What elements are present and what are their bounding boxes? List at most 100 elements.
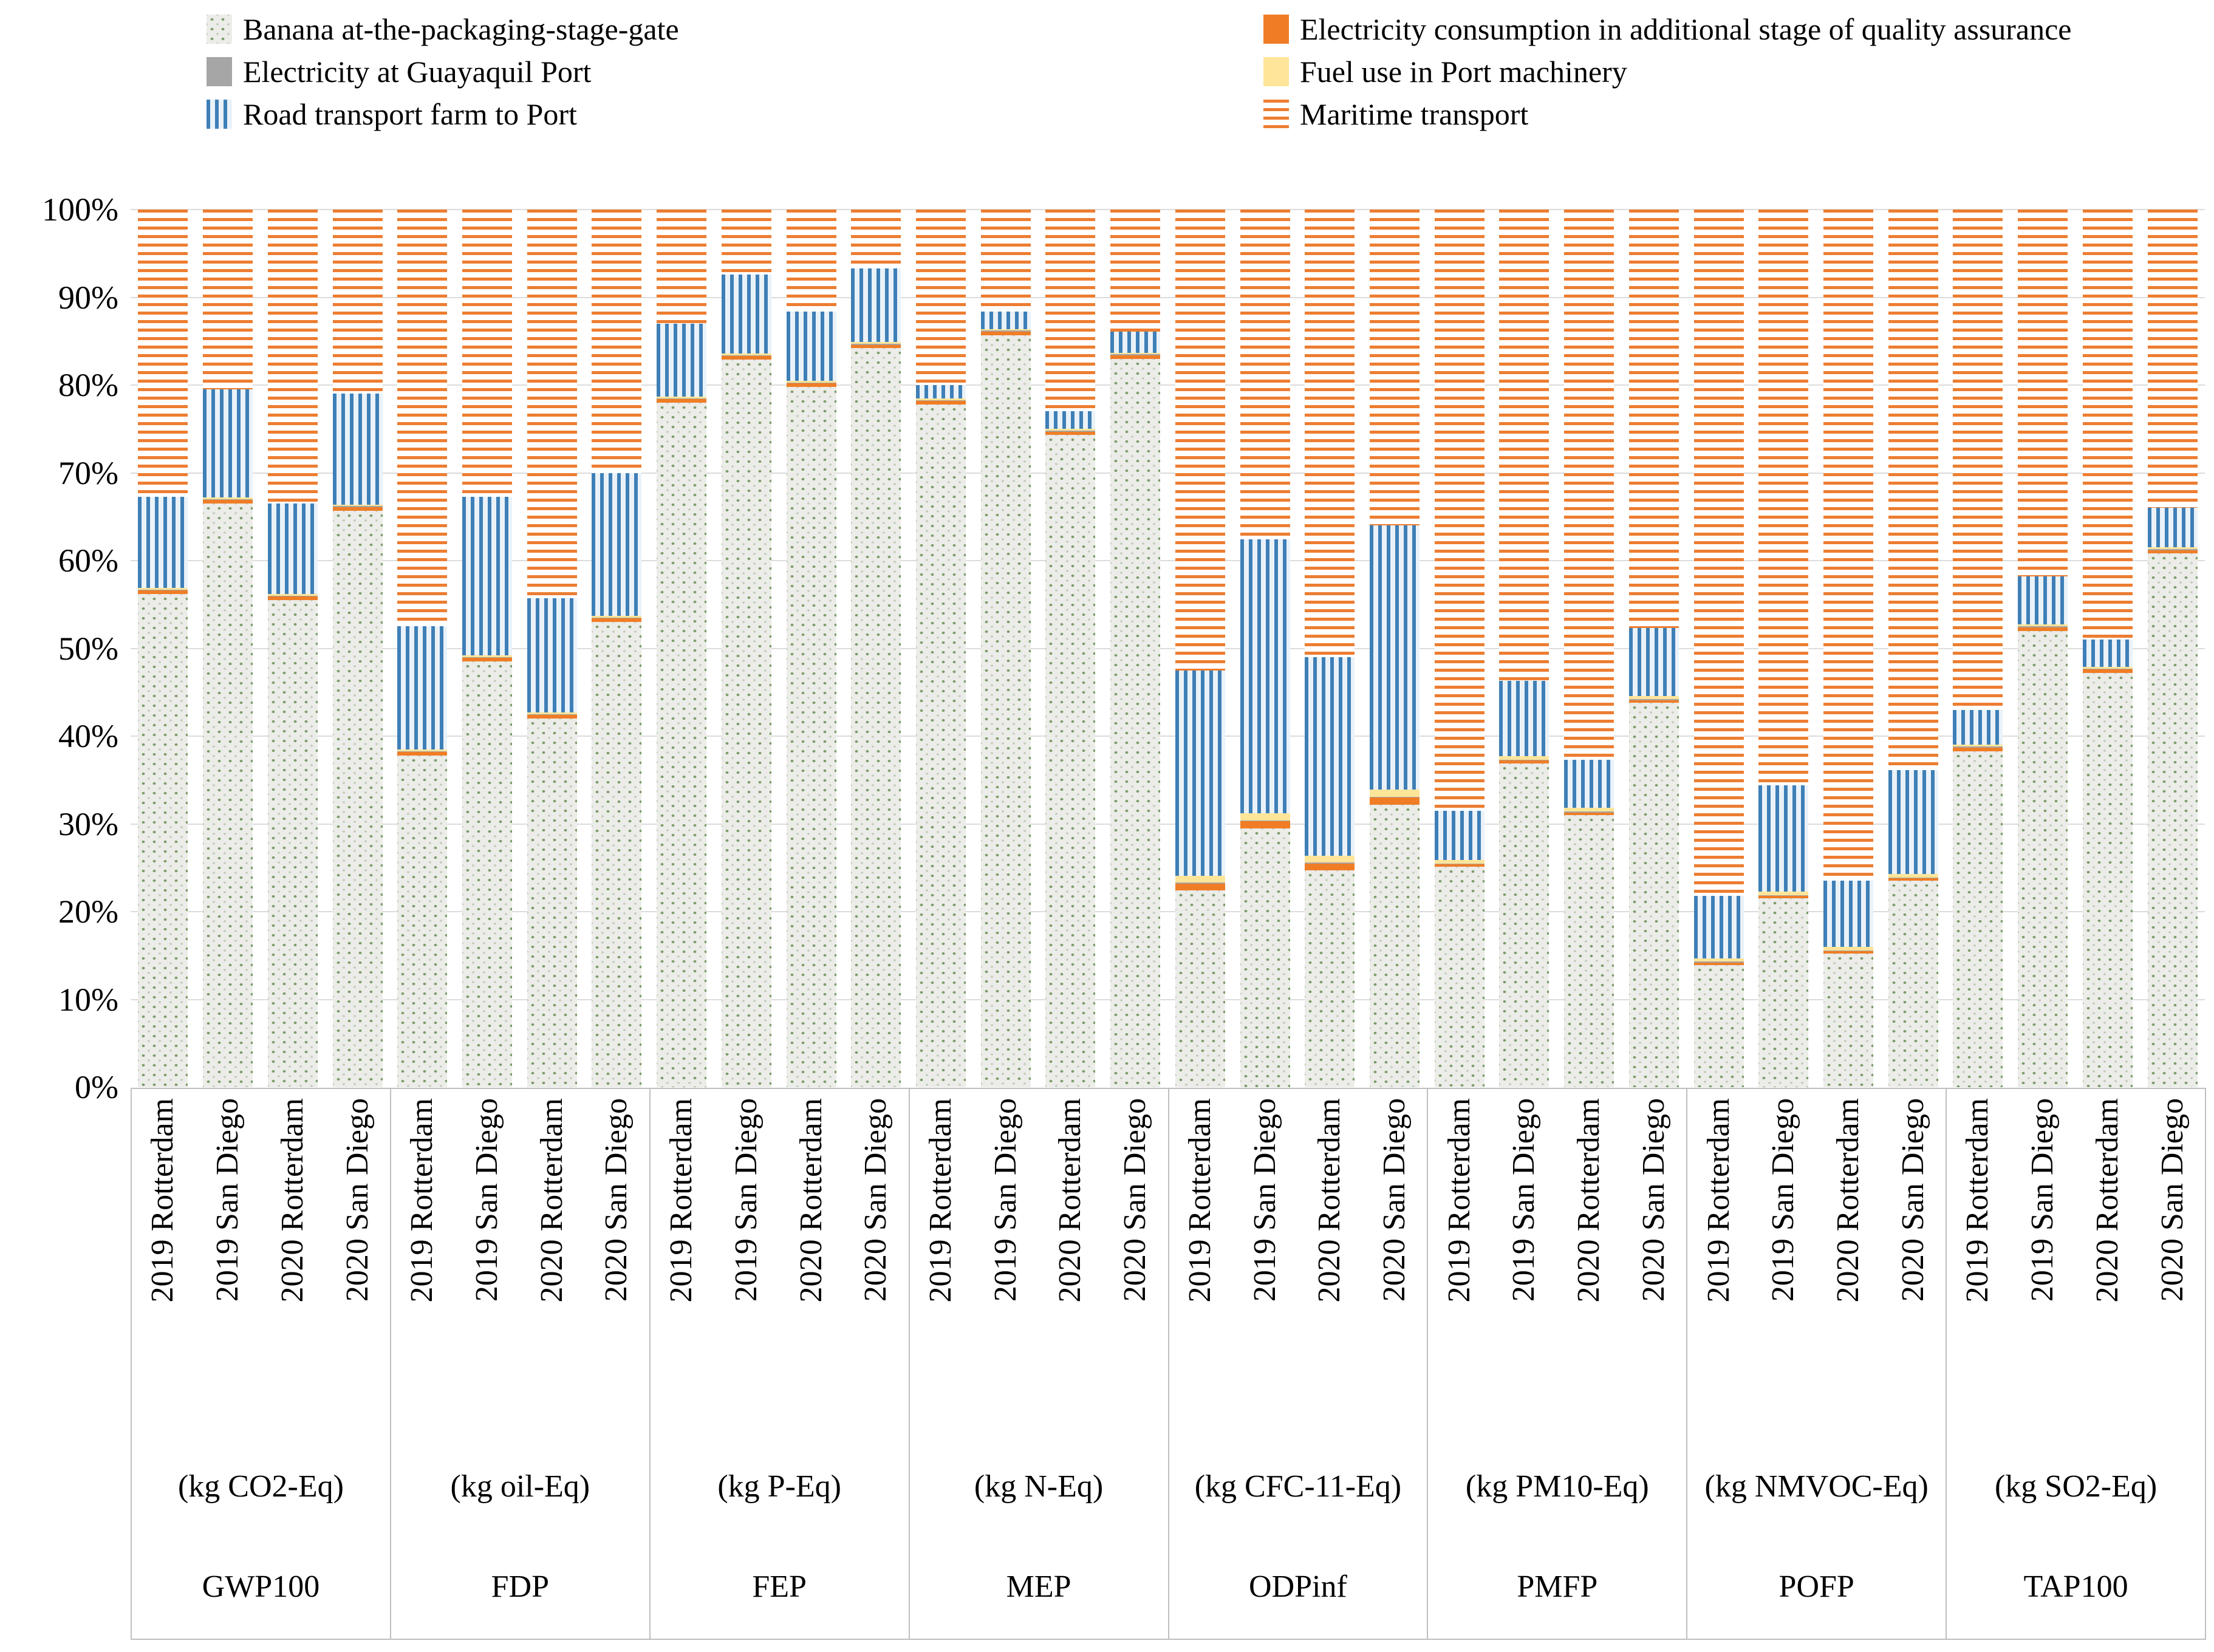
bar-segment-road [462,496,512,656]
bar-segment-fuel [1305,855,1355,863]
bar-segment-banana [527,718,577,1087]
bar-segment-maritime [1175,210,1225,671]
bar-segment-banana [2147,553,2198,1087]
y-axis-tick-label: 80% [58,367,118,403]
legend-label: Electricity consumption in additional st… [1300,12,2072,46]
gridline [131,911,2205,912]
bar-segment-road [786,311,836,381]
legend-item: Road transport farm to Port [207,96,577,132]
bar-segment-fuel [915,398,966,400]
bar-segment-electricity_guayaquil [1564,811,1614,813]
bar-segment-road [2147,508,2198,548]
bar-segment-fuel [980,329,1031,331]
bar-segment-fuel [1110,352,1161,355]
bar-segment-electricity_guayaquil [203,499,253,500]
bar-segment-banana [1370,804,1420,1087]
gridline [131,647,2205,649]
bar-segment-maritime [1370,210,1420,526]
bar-segment-electricity_qa [786,383,836,387]
bar-segment-electricity_qa [1888,878,1938,881]
group-unit-label: (kg oil-Eq) [450,1469,590,1504]
bar-segment-road [1628,628,1679,696]
electricity-qa-swatch-icon [1263,15,1289,44]
bar-segment-fuel [851,342,901,344]
bar-segment-maritime [1758,210,1809,785]
bar-segment-electricity_qa [397,752,448,756]
bar-segment-fuel [1693,958,1744,962]
bar-segment-road [1370,525,1420,790]
bar-segment-banana [1564,815,1614,1087]
gridline [131,736,2205,737]
bar-segment-fuel [1823,946,1874,951]
bar-segment-road [1823,881,1874,947]
bar-segment-electricity_qa [657,399,707,403]
bar-segment-electricity_guayaquil [1628,699,1679,700]
bar-segment-banana [1045,435,1096,1087]
gridline [131,296,2205,298]
bar-segment-fuel [786,380,836,383]
bar-segment-electricity_guayaquil [2018,626,2068,627]
bar-segment-electricity_guayaquil [1110,354,1161,355]
bar-segment-road [1693,895,1744,958]
legend-item: Fuel use in Port machinery [1263,53,1627,90]
bar-segment-road [332,394,383,505]
bar-segment-electricity_guayaquil [980,330,1031,332]
bar-segment-fuel [2018,624,2068,627]
y-axis-tick-label: 100% [42,191,118,228]
bar-segment-maritime [1888,210,1938,771]
bar-segment-maritime [915,210,966,385]
legend-label: Road transport farm to Port [243,97,577,131]
bar-segment-electricity_qa [1110,355,1161,359]
legend-item: Electricity at Guayaquil Port [207,53,591,90]
bar-segment-electricity_qa [332,507,383,511]
bar-segment-fuel [1628,695,1679,700]
bar-segment-maritime [1240,210,1290,540]
axis-group-cell: (kg CFC-11-Eq) ODPinf [1167,1089,1427,1639]
bar-segment-electricity_guayaquil [332,506,383,507]
bar-segment-banana [1823,954,1874,1087]
bar-segment-electricity_guayaquil [657,398,707,400]
bar-segment-banana [138,593,188,1087]
bar-segment-fuel [267,593,318,596]
bar-segment-maritime [2147,210,2198,508]
legend-item: Banana at-the-packaging-stage-gate [207,11,679,47]
group-name-label: TAP100 [2023,1569,2128,1604]
bar-segment-road [1499,680,1549,757]
group-name-label: FDP [491,1569,550,1604]
group-unit-label: (kg CO2-Eq) [177,1469,344,1504]
bar-segment-electricity_qa [1240,821,1290,828]
y-axis-tick-label: 50% [58,630,118,667]
y-axis-tick-label: 70% [58,454,118,491]
bar-segment-fuel [2147,547,2198,550]
bar-segment-electricity_qa [1370,797,1420,805]
bar-segment-banana [1110,358,1161,1087]
group-unit-label: (kg CFC-11-Eq) [1194,1469,1402,1504]
axis-group-cell: (kg CO2-Eq) GWP100 [131,1089,390,1639]
bar-segment-banana [657,402,707,1087]
gridline [131,823,2205,825]
bar-segment-road [397,626,448,749]
bar-segment-fuel [2082,666,2133,669]
group-unit-label: (kg P-Eq) [717,1469,841,1504]
bar-segment-electricity_guayaquil [1953,746,2003,748]
bar-segment-electricity_qa [1628,700,1679,703]
bar-segment-maritime [527,210,577,599]
gridline [131,998,2205,1000]
bar-segment-fuel [1888,873,1938,878]
bar-segment-fuel [721,353,771,355]
bar-segment-maritime [980,210,1031,312]
bar-segment-electricity_qa [1499,760,1549,763]
legend-label: Fuel use in Port machinery [1300,55,1627,89]
axis-group-cell: (kg P-Eq) FEP [649,1089,909,1639]
bar-segment-electricity_qa [1434,864,1485,867]
bar-segment-electricity_qa [980,331,1031,335]
bar-segment-road [1434,810,1485,860]
bar-segment-maritime [721,210,771,275]
bar-segment-maritime [138,210,188,497]
bar-segment-electricity_guayaquil [1305,862,1355,864]
axis-group-cell: (kg oil-Eq) FDP [389,1089,649,1639]
bar-segment-fuel [332,504,383,507]
group-name-label: POFP [1778,1569,1854,1604]
bar-segment-banana [462,661,512,1087]
legend-item: Maritime transport [1263,96,1528,132]
